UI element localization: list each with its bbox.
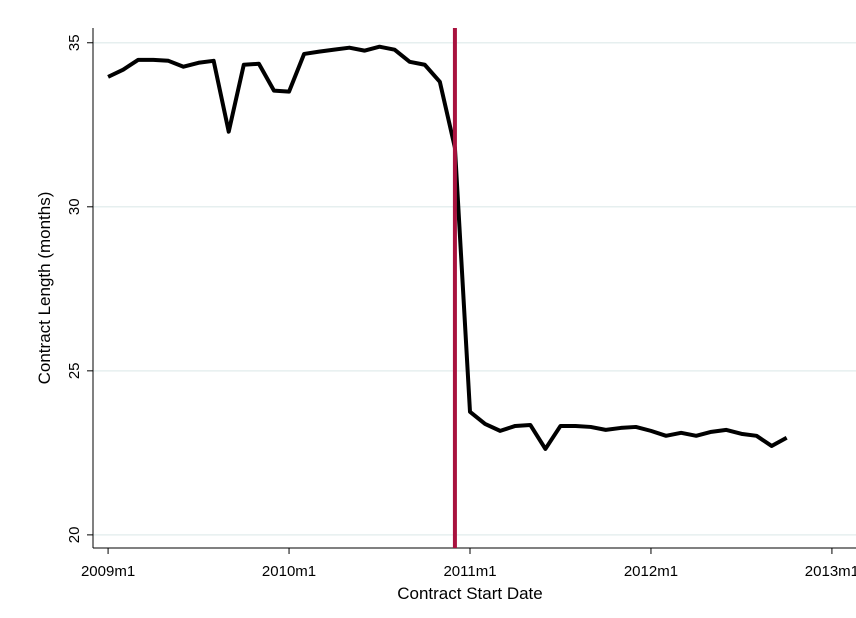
x-tick-label: 2009m1 [81, 563, 135, 580]
y-tick-label: 35 [66, 34, 83, 51]
y-tick-label: 25 [66, 362, 83, 379]
x-tick-label: 2013m1 [805, 563, 856, 580]
y-axis-title: Contract Length (months) [35, 192, 54, 385]
x-tick-label: 2012m1 [624, 563, 678, 580]
y-tick-label: 30 [66, 198, 83, 215]
y-tick-label: 20 [66, 527, 83, 544]
x-tick-label: 2010m1 [262, 563, 316, 580]
x-tick-label: 2011m1 [443, 563, 496, 580]
data-line [107, 44, 788, 451]
x-axis-title: Contract Start Date [397, 584, 543, 603]
